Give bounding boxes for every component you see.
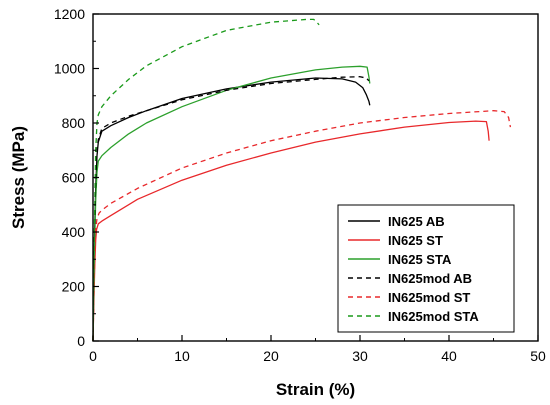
y-tick-label: 800	[62, 115, 86, 131]
y-tick-label: 0	[77, 333, 85, 349]
legend-box	[337, 204, 515, 333]
axis-ticks: 0 10 20 30 40 50 0 200 400 600 800 1000 1200	[54, 6, 546, 364]
legend-label: IN625 STA	[388, 252, 452, 267]
legend-label: IN625mod STA	[388, 309, 479, 324]
y-tick-label: 600	[62, 170, 86, 186]
y-tick-label: 400	[62, 224, 86, 240]
legend-label: IN625mod ST	[388, 290, 470, 305]
legend-label: IN625 AB	[388, 214, 445, 229]
series-line-1	[92, 77, 371, 342]
series-line-5	[92, 110, 512, 342]
legend-label: IN625mod AB	[388, 271, 472, 286]
y-tick-label: 1000	[54, 61, 85, 77]
y-tick-label: 200	[62, 279, 86, 295]
series-line-6	[92, 18, 320, 342]
series-line-4	[92, 76, 370, 342]
x-tick-label: 20	[263, 348, 279, 364]
x-tick-label: 10	[174, 348, 190, 364]
legend-label: IN625 ST	[388, 233, 443, 248]
x-axis-title: Strain (%)	[276, 380, 355, 399]
y-axis-title: Stress (MPa)	[9, 126, 28, 229]
x-tick-label: 40	[441, 348, 457, 364]
plot-lines	[92, 18, 512, 342]
legend: IN625 AB IN625 ST IN625 STA IN625mod AB IN62…	[337, 204, 515, 333]
x-tick-label: 50	[530, 348, 546, 364]
x-tick-label: 30	[352, 348, 368, 364]
x-tick-label: 0	[89, 348, 97, 364]
y-tick-label: 1200	[54, 6, 85, 22]
series-line-3	[92, 65, 371, 342]
